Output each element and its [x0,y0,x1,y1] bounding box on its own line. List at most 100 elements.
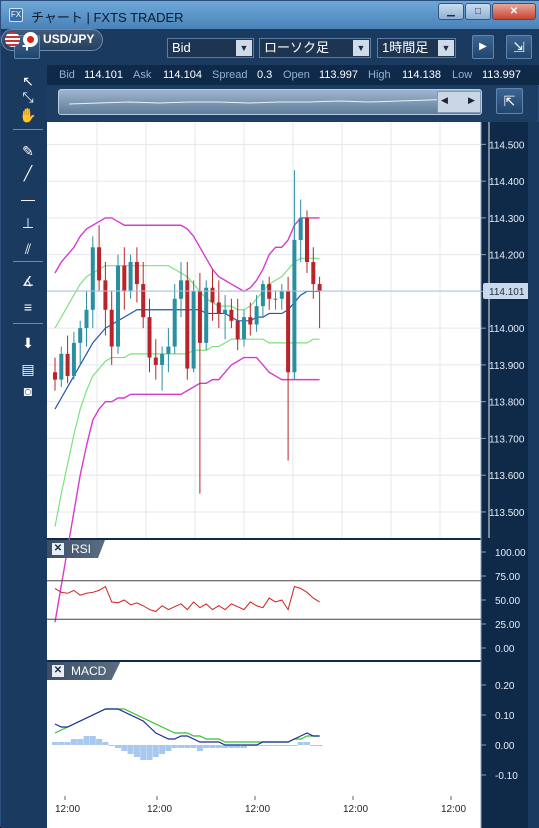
scroll-right-button[interactable]: ▶ [472,35,494,59]
pointer-icon[interactable]: ↖ [22,73,34,89]
candle-body [172,298,177,347]
candle-body [71,342,76,376]
macd-histogram-bar [115,745,121,748]
drawing-toolbar: ↖ ⤡ ✋ ✎ ╱ — ⊥ ⫽ ∡ ≡ ⬇ ▤ ◙ [1,65,47,828]
price-type-select[interactable]: Bid ▼ [167,38,254,58]
current-price-label: 114.101 [489,287,525,298]
chart-navigator[interactable] [58,89,482,115]
price-axis-label: 113.800 [489,398,525,409]
candle-body [65,353,70,376]
candle-body [147,317,152,358]
camera-icon[interactable]: ◙ [23,383,33,399]
hand-icon[interactable]: ✋ [19,107,37,123]
candle-body [179,280,183,299]
macd-histogram-bar [152,745,159,757]
macd-axis-label: 0.10 [495,711,515,722]
toolbar-separator [13,261,43,262]
spread-value: 0.3 [257,69,273,81]
spread-label: Spread [212,69,248,81]
currency-pair-label: USD/JPY [43,32,95,46]
macd-histogram-bar [146,745,153,760]
low-label: Low [452,69,473,81]
ask-label: Ask [133,69,152,81]
price-axis-label: 114.300 [489,214,525,225]
macd-label: MACD [71,664,107,678]
close-icon[interactable]: ✕ [52,665,64,677]
macd-line [54,708,320,746]
chevron-down-icon: ▼ [438,40,454,56]
macd-axis-label: 0.00 [495,741,515,752]
toolbar-separator [13,129,43,130]
macd-histogram-bar [222,745,229,748]
macd-histogram-bar [77,739,84,745]
chart-area[interactable]: 114.500114.400114.300114.200114.100114.0… [47,122,539,828]
list-icon[interactable]: ▤ [21,361,35,377]
macd-histogram-bar [215,745,222,748]
download-icon[interactable]: ⬇ [22,335,34,351]
minimize-icon[interactable]: ▁ [438,3,464,20]
bollinger-upper-line [54,217,320,293]
macd-histogram-bar [89,736,96,745]
price-axis-label: 114.000 [489,324,525,335]
candle-body [216,302,221,314]
macd-axis-label: 0.20 [495,681,515,692]
macd-histogram-bar [159,745,166,754]
pen-icon[interactable]: ✎ [22,143,34,159]
expand-icon[interactable]: ⇲ [506,35,532,59]
macd-histogram-bar [184,745,191,748]
navigator-sparkline [68,97,480,105]
horizontal-line-icon[interactable]: — [21,191,35,207]
macd-pane [47,662,481,796]
macd-histogram-bar [278,745,285,746]
maximize-icon[interactable]: □ [465,3,491,20]
close-icon[interactable]: ✕ [52,543,64,555]
currency-pair-selector[interactable]: USD/JPY [1,29,103,51]
candle-body [273,298,278,300]
candle-body [254,306,259,325]
fib-retracement-icon[interactable]: ≡ [23,299,33,315]
chart-type-select[interactable]: ローソク足 ▼ [259,38,371,58]
candle-body [59,353,64,380]
trendline-icon[interactable]: ╱ [23,165,33,181]
candle-body [298,217,303,240]
candle-body [248,317,253,325]
macd-histogram-bar [127,745,134,754]
macd-histogram-bar [178,745,184,748]
macd-histogram-bar [259,745,266,746]
time-axis-label: 12:00 [245,804,270,815]
macd-histogram-bar [140,745,147,760]
window-title: チャート | FXTS TRADER [31,10,184,25]
right-scroll-strip[interactable] [528,122,539,828]
candle-body [317,284,322,292]
time-axis-label: 12:00 [343,804,368,815]
candle-body [235,320,240,340]
candle-body [78,328,83,343]
candle-body [97,247,102,281]
high-label: High [368,69,391,81]
candle-body [128,262,133,292]
zoom-icon[interactable]: ⇱ [496,88,523,114]
macd-histogram-bar [228,745,235,748]
close-icon[interactable]: ✕ [492,3,536,20]
macd-histogram-bar [64,742,71,745]
quote-info-row: Bid 114.101 Ask 114.104 Spread 0.3 Open … [47,65,539,85]
bid-value: 114.101 [84,69,123,81]
candle-body [116,265,120,347]
channel-icon[interactable]: ⫽ [24,241,32,257]
rsi-pane [47,540,481,660]
timeframe-select[interactable]: 1時間足 ▼ [377,38,456,58]
time-axis-label: 12:00 [147,804,172,815]
candle-body [305,217,309,262]
fibonacci-icon[interactable]: ∡ [21,273,35,289]
macd-histogram-bar [241,745,247,748]
title-bar[interactable]: FX チャート | FXTS TRADER ▁ □ ✕ [1,1,539,29]
macd-histogram-bar [121,745,128,751]
navigator-handle[interactable]: ◀ ▶ [437,91,481,113]
crosshair-icon[interactable]: ⤡ [22,89,34,105]
candle-body [84,309,89,329]
price-axis-label: 113.500 [489,508,525,519]
time-axis-bg [47,796,481,828]
rsi-label: RSI [71,542,92,556]
macd-histogram-bar [165,745,172,751]
vertical-line-icon[interactable]: ⊥ [21,215,35,231]
